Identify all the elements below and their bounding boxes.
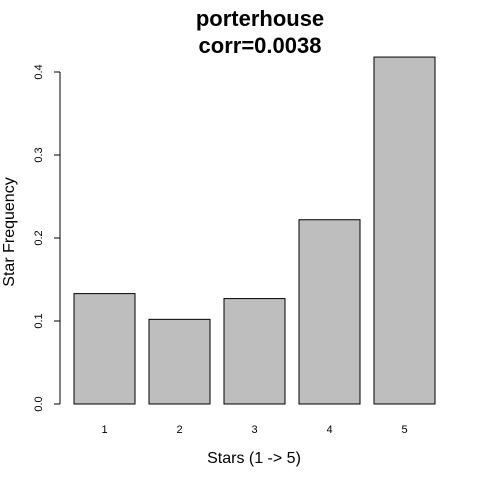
x-tick-label-5: 5 [401, 424, 407, 436]
y-tick-label: 0.1 [33, 313, 45, 328]
chart-title: porterhouse corr=0.0038 [196, 6, 324, 58]
y-axis: 0.0 0.1 0.2 0.3 0.4 [33, 64, 61, 412]
bar-3 [223, 298, 286, 405]
x-tick-label-4: 4 [326, 424, 332, 436]
x-tick-label-2: 2 [176, 424, 182, 436]
y-tick-label: 0.0 [33, 396, 45, 411]
y-tick-label: 0.4 [33, 64, 45, 79]
y-axis-label: Star Frequency [1, 177, 18, 286]
bar-4 [298, 219, 361, 405]
bars-group [73, 56, 436, 405]
x-tick-label-3: 3 [251, 424, 257, 436]
x-tick-labels: 1 2 3 4 5 [101, 424, 407, 436]
bar-1 [73, 293, 136, 405]
x-axis-label: Stars (1 -> 5) [207, 450, 301, 467]
y-tick-label: 0.2 [33, 230, 45, 245]
bar-2 [148, 318, 211, 405]
bar-5 [373, 56, 436, 405]
chart-title-line-1: porterhouse [196, 6, 324, 31]
chart-title-line-2: corr=0.0038 [199, 33, 322, 58]
y-tick-label: 0.3 [33, 147, 45, 162]
x-tick-label-1: 1 [101, 424, 107, 436]
